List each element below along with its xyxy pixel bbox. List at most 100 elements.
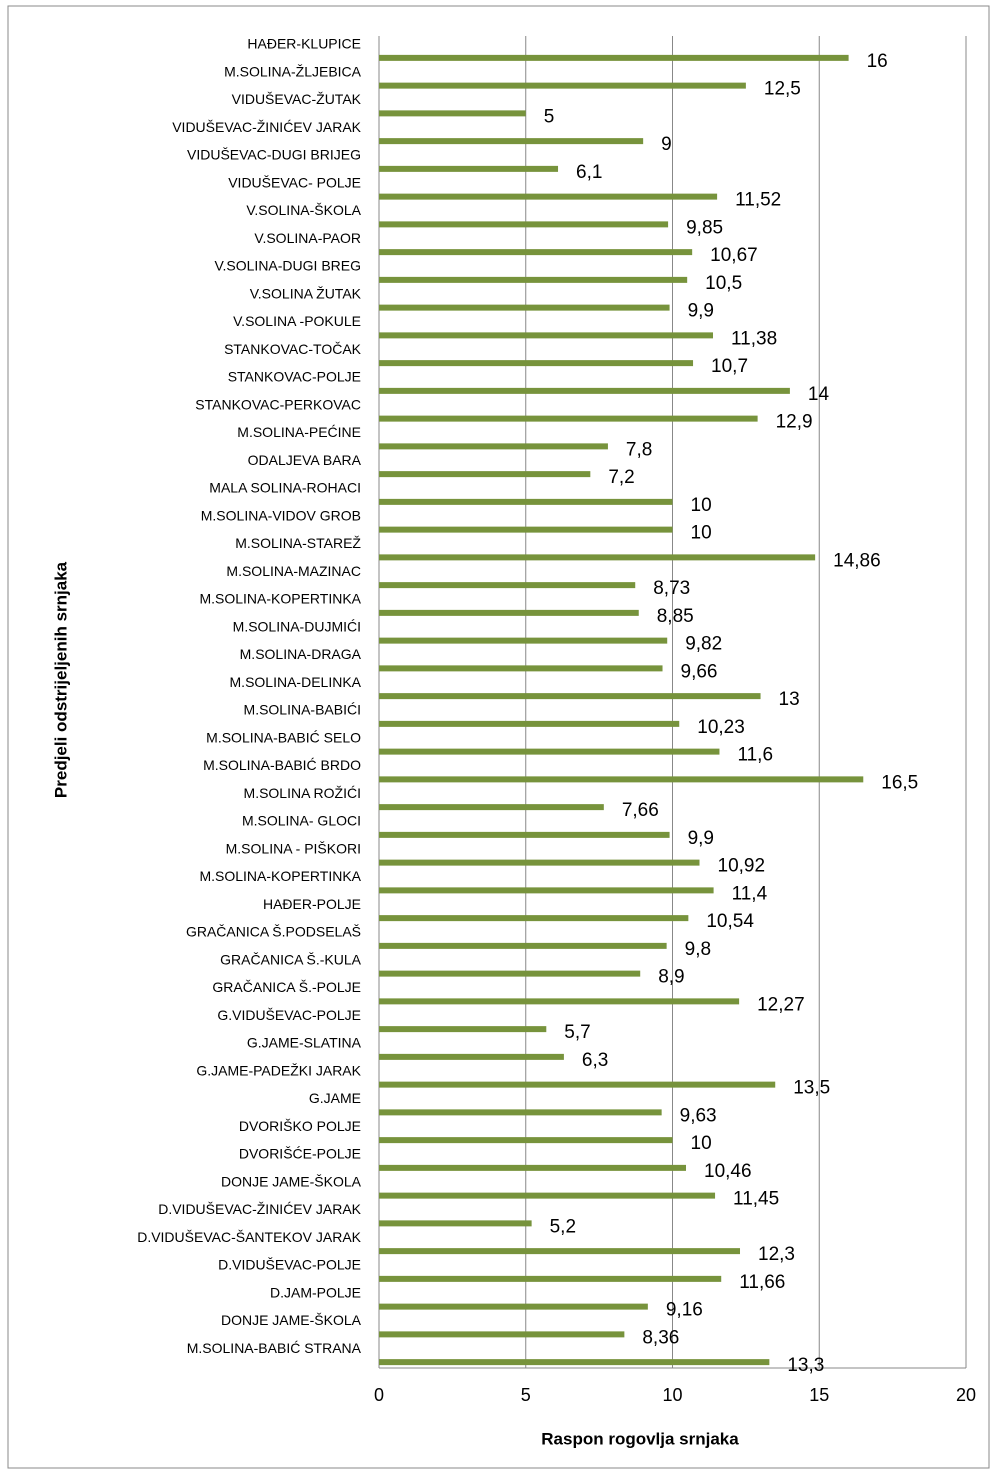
value-label: 8,9 bbox=[658, 967, 684, 988]
value-label: 10 bbox=[691, 1133, 712, 1154]
y-tick-label: ODALJEVA BARA bbox=[248, 452, 362, 468]
value-label: 10,23 bbox=[697, 717, 745, 738]
y-tick-label: M.SOLINA-DUJMIĆI bbox=[233, 618, 361, 634]
bar bbox=[379, 471, 591, 478]
y-tick-label: STANKOVAC-TOČAK bbox=[224, 341, 362, 357]
value-label: 5,2 bbox=[550, 1216, 576, 1237]
bar bbox=[379, 1331, 625, 1338]
bar bbox=[379, 1192, 716, 1199]
bar bbox=[379, 887, 714, 894]
value-label: 6,1 bbox=[576, 162, 602, 183]
bar bbox=[379, 859, 700, 866]
y-tick-label: V.SOLINA -POKULE bbox=[233, 313, 361, 329]
bar bbox=[379, 665, 663, 672]
value-label: 7,2 bbox=[608, 467, 634, 488]
bar bbox=[379, 332, 714, 339]
y-tick-label: DONJE JAME-ŠKOLA bbox=[221, 1173, 362, 1189]
bar bbox=[379, 415, 758, 422]
value-label: 10,54 bbox=[706, 911, 754, 932]
value-label: 13 bbox=[779, 689, 800, 710]
y-tick-label: M.SOLINA-DELINKA bbox=[230, 674, 362, 690]
value-label: 12,9 bbox=[776, 412, 813, 433]
value-label: 16,5 bbox=[881, 772, 918, 793]
value-label: 9,66 bbox=[681, 661, 718, 682]
y-tick-label: HAĐER-POLJE bbox=[263, 896, 361, 912]
bar bbox=[379, 776, 864, 783]
y-tick-label: M.SOLINA ROŽIĆI bbox=[244, 785, 361, 801]
y-tick-label: DONJE JAME-ŠKOLA bbox=[221, 1312, 362, 1328]
y-tick-label: M.SOLINA-ŽLJEBICA bbox=[224, 63, 362, 79]
x-tick-label: 20 bbox=[956, 1385, 976, 1405]
value-label: 9,16 bbox=[666, 1300, 703, 1321]
bar bbox=[379, 831, 670, 838]
bar bbox=[379, 1359, 770, 1366]
value-label: 14,86 bbox=[833, 550, 881, 571]
value-label: 10,5 bbox=[705, 273, 742, 294]
value-label: 8,85 bbox=[657, 606, 694, 627]
bar bbox=[379, 942, 667, 949]
y-tick-label: STANKOVAC-POLJE bbox=[228, 369, 361, 385]
bar bbox=[379, 1137, 673, 1144]
value-label: 8,36 bbox=[642, 1327, 679, 1348]
value-label: 10,46 bbox=[704, 1161, 752, 1182]
value-label: 11,52 bbox=[735, 190, 781, 211]
y-tick-label: M.SOLINA-KOPERTINKA bbox=[199, 868, 361, 884]
y-tick-label: VIDUŠEVAC-DUGI BRIJEG bbox=[187, 147, 361, 163]
y-tick-label: M.SOLINA-BABIĆI bbox=[244, 702, 361, 718]
value-label: 11,38 bbox=[731, 328, 777, 349]
bar bbox=[379, 1303, 648, 1310]
y-tick-label: V.SOLINA-DUGI BREG bbox=[214, 258, 361, 274]
value-label: 9,9 bbox=[688, 828, 714, 849]
value-label: 12,3 bbox=[758, 1244, 795, 1265]
y-tick-label: V.SOLINA-PAOR bbox=[254, 230, 361, 246]
value-label: 9,82 bbox=[685, 634, 722, 655]
bar bbox=[379, 1081, 776, 1088]
y-tick-label: V.SOLINA ŽUTAK bbox=[250, 285, 362, 301]
value-label: 10,67 bbox=[710, 245, 758, 266]
value-label: 9 bbox=[661, 134, 672, 155]
value-label: 11,45 bbox=[733, 1189, 779, 1210]
x-tick-label: 0 bbox=[374, 1385, 384, 1405]
chart-border bbox=[7, 5, 990, 1469]
bar bbox=[379, 637, 668, 644]
bar bbox=[379, 387, 790, 394]
value-label: 13,3 bbox=[787, 1355, 824, 1376]
bar bbox=[379, 1026, 547, 1033]
bar bbox=[379, 804, 604, 811]
y-tick-label: GRAČANICA Š.-KULA bbox=[220, 951, 361, 967]
y-tick-label: D.JAM-POLJE bbox=[270, 1284, 361, 1300]
bar bbox=[379, 554, 816, 561]
value-label: 10,7 bbox=[711, 356, 748, 377]
bar bbox=[379, 165, 559, 172]
value-label: 10 bbox=[691, 495, 712, 516]
bar bbox=[379, 748, 720, 755]
bar bbox=[379, 249, 693, 256]
bar bbox=[379, 1053, 564, 1060]
y-tick-label: D.VIDUŠEVAC-POLJE bbox=[218, 1257, 361, 1273]
y-tick-label: G.JAME-SLATINA bbox=[247, 1035, 362, 1051]
y-axis-title: Predjeli odstrijeljenih srnjaka bbox=[51, 561, 70, 798]
value-label: 16 bbox=[867, 51, 888, 72]
value-label: 7,8 bbox=[626, 439, 652, 460]
y-tick-label: STANKOVAC-PERKOVAC bbox=[195, 396, 361, 412]
y-tick-label: M.SOLINA - PIŠKORI bbox=[226, 840, 361, 856]
y-tick-label: MALA SOLINA-ROHACI bbox=[209, 480, 361, 496]
value-label: 10 bbox=[691, 523, 712, 544]
value-label: 9,9 bbox=[688, 301, 714, 322]
value-label: 9,63 bbox=[680, 1105, 717, 1126]
y-tick-label: VIDUŠEVAC- POLJE bbox=[228, 174, 361, 190]
bar bbox=[379, 582, 636, 589]
value-label: 13,5 bbox=[793, 1078, 830, 1099]
value-label: 6,3 bbox=[582, 1050, 608, 1071]
value-label: 11,66 bbox=[739, 1272, 785, 1293]
y-tick-label: DVORIŠKO POLJE bbox=[239, 1118, 361, 1134]
y-tick-label: M.SOLINA-STAREŽ bbox=[235, 535, 361, 551]
y-tick-label: V.SOLINA-ŠKOLA bbox=[246, 202, 361, 218]
bar bbox=[379, 360, 694, 367]
value-label: 12,5 bbox=[764, 79, 801, 100]
bar bbox=[379, 1109, 662, 1116]
bar bbox=[379, 221, 669, 228]
bar bbox=[379, 693, 761, 700]
bar bbox=[379, 609, 639, 616]
y-tick-label: M.SOLINA-BABIĆ STRANA bbox=[187, 1340, 362, 1356]
